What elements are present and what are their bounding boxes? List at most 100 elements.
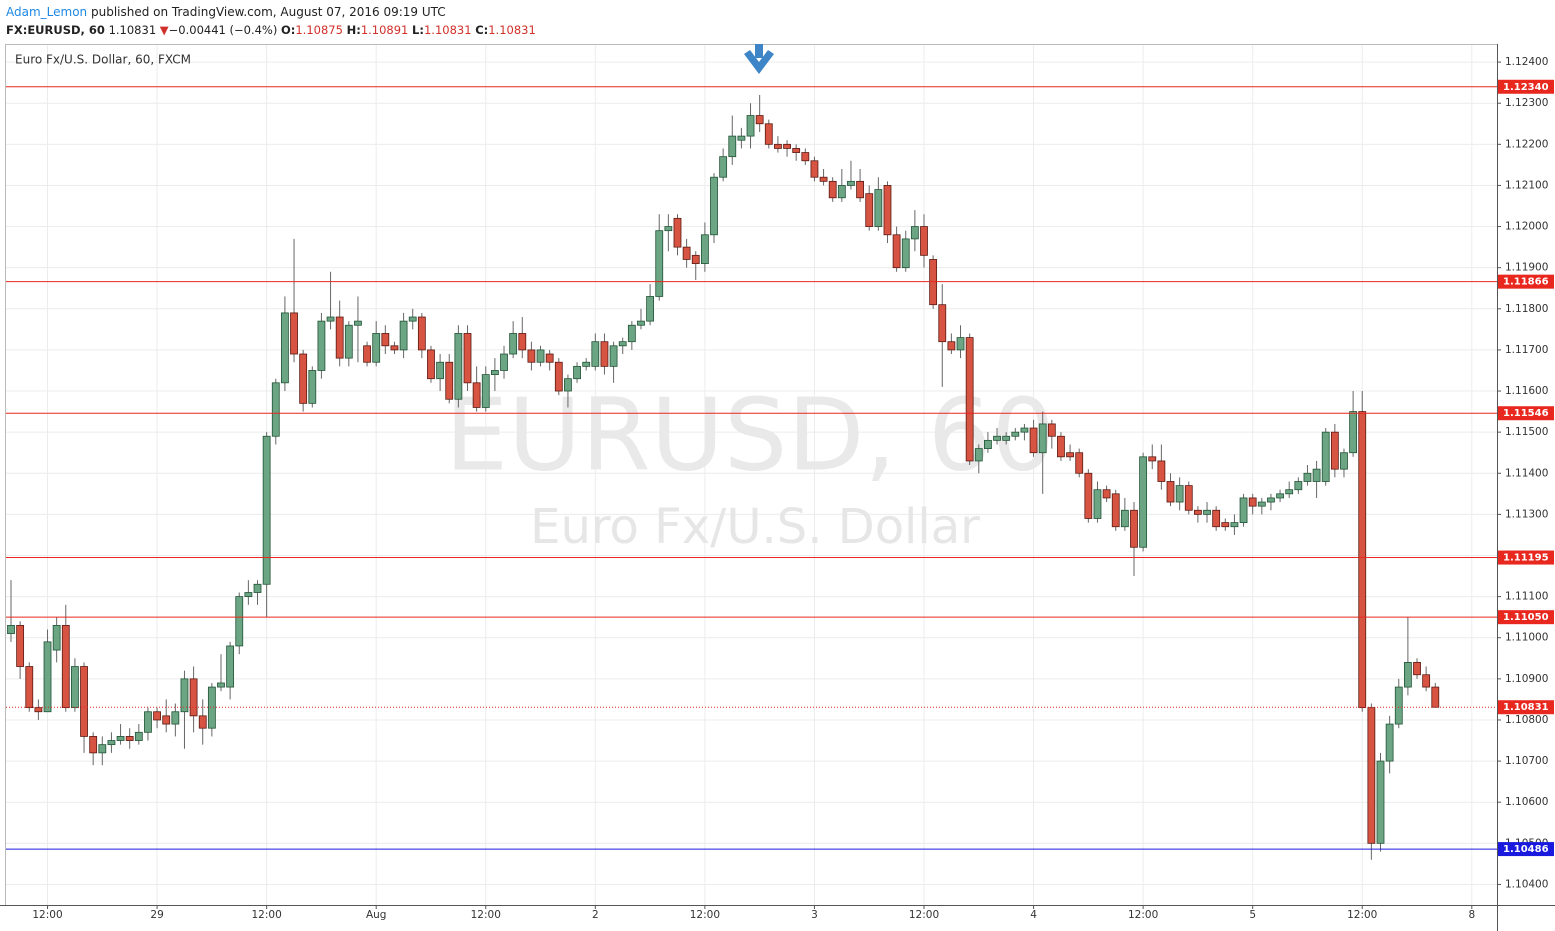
candle-body	[1020, 427, 1029, 433]
candle-body	[226, 645, 235, 688]
candle-body	[637, 320, 645, 326]
candle-body	[956, 337, 965, 351]
candle-body	[1084, 472, 1093, 519]
candle-body	[1267, 497, 1275, 503]
author-link[interactable]: Adam_Lemon	[6, 5, 88, 19]
candle-body	[1413, 662, 1421, 676]
candle-body	[728, 135, 737, 158]
candle-body	[518, 333, 527, 351]
candle-body	[719, 156, 728, 178]
candle-body	[865, 193, 874, 227]
ohlc-value: 1.10831	[488, 23, 536, 37]
candle-body	[646, 296, 654, 322]
symbol: FX:EURUSD, 60	[6, 23, 105, 37]
candle-body	[1047, 423, 1056, 437]
price-label-bg	[1498, 406, 1554, 421]
candle-body	[1203, 509, 1211, 515]
candle-body	[883, 185, 892, 236]
candle-body	[98, 744, 107, 754]
y-tick-label: 1.11100	[1505, 591, 1548, 603]
candle-body	[792, 148, 801, 153]
candle-body	[965, 337, 974, 462]
candle-body	[144, 711, 152, 733]
candle-body	[71, 666, 79, 709]
candle-body	[1248, 497, 1257, 507]
candle-body	[984, 439, 992, 449]
candle-body	[1120, 509, 1129, 528]
y-tick-label: 1.11500	[1505, 426, 1548, 438]
candle-body	[609, 345, 618, 367]
y-tick-label: 1.12100	[1505, 179, 1548, 191]
candle-body	[1312, 468, 1321, 482]
candle-body	[463, 333, 472, 384]
ohlc-value: 1.10831	[423, 23, 472, 37]
candle-body	[856, 180, 864, 199]
candle-body	[554, 361, 563, 392]
x-tick-label: 12:00	[471, 909, 501, 921]
candle-body	[335, 316, 344, 359]
candle-body	[427, 349, 435, 380]
candle-body	[1257, 501, 1266, 507]
candle-body	[1111, 493, 1120, 528]
candle-body	[582, 361, 591, 367]
candle-body	[481, 374, 490, 408]
y-tick-label: 1.12300	[1505, 97, 1548, 109]
watermark-subtitle: Euro Fx/U.S. Dollar	[530, 499, 980, 555]
candle-body	[682, 246, 691, 260]
candle-body	[1212, 509, 1221, 528]
candle-body	[235, 596, 244, 647]
ohlc-label: L:	[412, 23, 424, 37]
candle-body	[61, 625, 70, 709]
x-tick-label: 5	[1249, 909, 1256, 921]
last: 1.10831	[108, 23, 157, 37]
candle-body	[454, 333, 463, 400]
candle-body	[837, 185, 846, 199]
candle-body	[162, 715, 171, 725]
price-label-bg	[1498, 610, 1554, 625]
candle-body	[317, 320, 326, 371]
candle-body	[564, 378, 572, 392]
ohlc-value: 1.10891	[360, 23, 409, 37]
candle-body	[16, 625, 25, 667]
candle-body	[600, 341, 609, 367]
candle-body	[372, 333, 381, 363]
candle-body	[207, 686, 216, 729]
candle-body	[354, 320, 362, 326]
candle-body	[363, 345, 371, 363]
candle-body	[1066, 452, 1074, 458]
ohlc-label: H:	[346, 23, 361, 37]
candle-body	[116, 736, 125, 741]
candle-body	[993, 435, 1001, 441]
y-tick-label: 1.10700	[1505, 755, 1548, 767]
candle-body	[974, 448, 983, 462]
candle-body	[1340, 452, 1348, 470]
candle-body	[545, 353, 554, 363]
candle-body	[1285, 489, 1294, 495]
price-label: 1.10831	[1503, 702, 1549, 713]
candle-body	[1157, 460, 1166, 482]
x-tick-label: 4	[1030, 909, 1037, 921]
price-label: 1.12340	[1503, 82, 1549, 93]
candle-body	[655, 230, 664, 297]
candle-body	[445, 361, 454, 400]
price-label-bg	[1498, 79, 1554, 94]
y-tick-label: 1.11400	[1505, 467, 1548, 479]
candle-body	[1367, 707, 1376, 844]
candle-body	[34, 707, 43, 713]
y-tick-label: 1.12400	[1505, 56, 1548, 68]
candle-body	[1321, 431, 1330, 482]
candle-body	[1148, 456, 1157, 462]
candle-body	[217, 682, 225, 688]
candle-body	[710, 176, 718, 236]
candle-body	[1230, 522, 1239, 528]
candle-body	[1002, 435, 1011, 441]
candle-body	[52, 625, 61, 651]
candle-body	[436, 361, 445, 380]
candle-body	[80, 666, 88, 737]
x-tick-label: 12:00	[32, 909, 62, 921]
candle-body	[399, 320, 408, 351]
header: Adam_Lemon published on TradingView.com,…	[6, 3, 536, 39]
change: −0.00441 (−0.4%)	[168, 23, 278, 37]
candle-body	[673, 217, 682, 248]
